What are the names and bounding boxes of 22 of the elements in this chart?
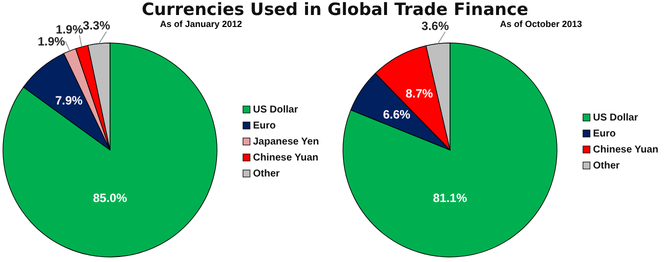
- data-label: 1.9%: [56, 22, 84, 36]
- legend-label: US Dollar: [253, 104, 298, 116]
- data-label: 7.9%: [55, 94, 83, 108]
- legend-label: Other: [253, 168, 280, 180]
- legend-label: Japanese Yen: [253, 136, 319, 148]
- data-label: 6.6%: [382, 107, 411, 122]
- chart-title: Currencies Used in Global Trade Finance: [142, 0, 528, 20]
- legend-label: US Dollar: [593, 112, 638, 124]
- data-label: 85.0%: [92, 191, 128, 206]
- legend-label: Euro: [593, 128, 616, 140]
- legend-label: Chinese Yuan: [593, 144, 658, 156]
- data-label: 81.1%: [432, 191, 468, 206]
- data-label: 8.7%: [406, 86, 434, 101]
- chart-subtitle: As of October 2013: [500, 19, 582, 29]
- legend-label: Chinese Yuan: [253, 152, 318, 164]
- legend-label: Other: [593, 160, 620, 172]
- legend-label: Euro: [253, 120, 276, 132]
- chart-subtitle: As of January 2012: [160, 19, 242, 29]
- data-label: 3.3%: [82, 18, 110, 33]
- data-label: 3.6%: [422, 18, 450, 33]
- data-label: 1.9%: [38, 34, 66, 48]
- pie-slice: [342, 42, 558, 258]
